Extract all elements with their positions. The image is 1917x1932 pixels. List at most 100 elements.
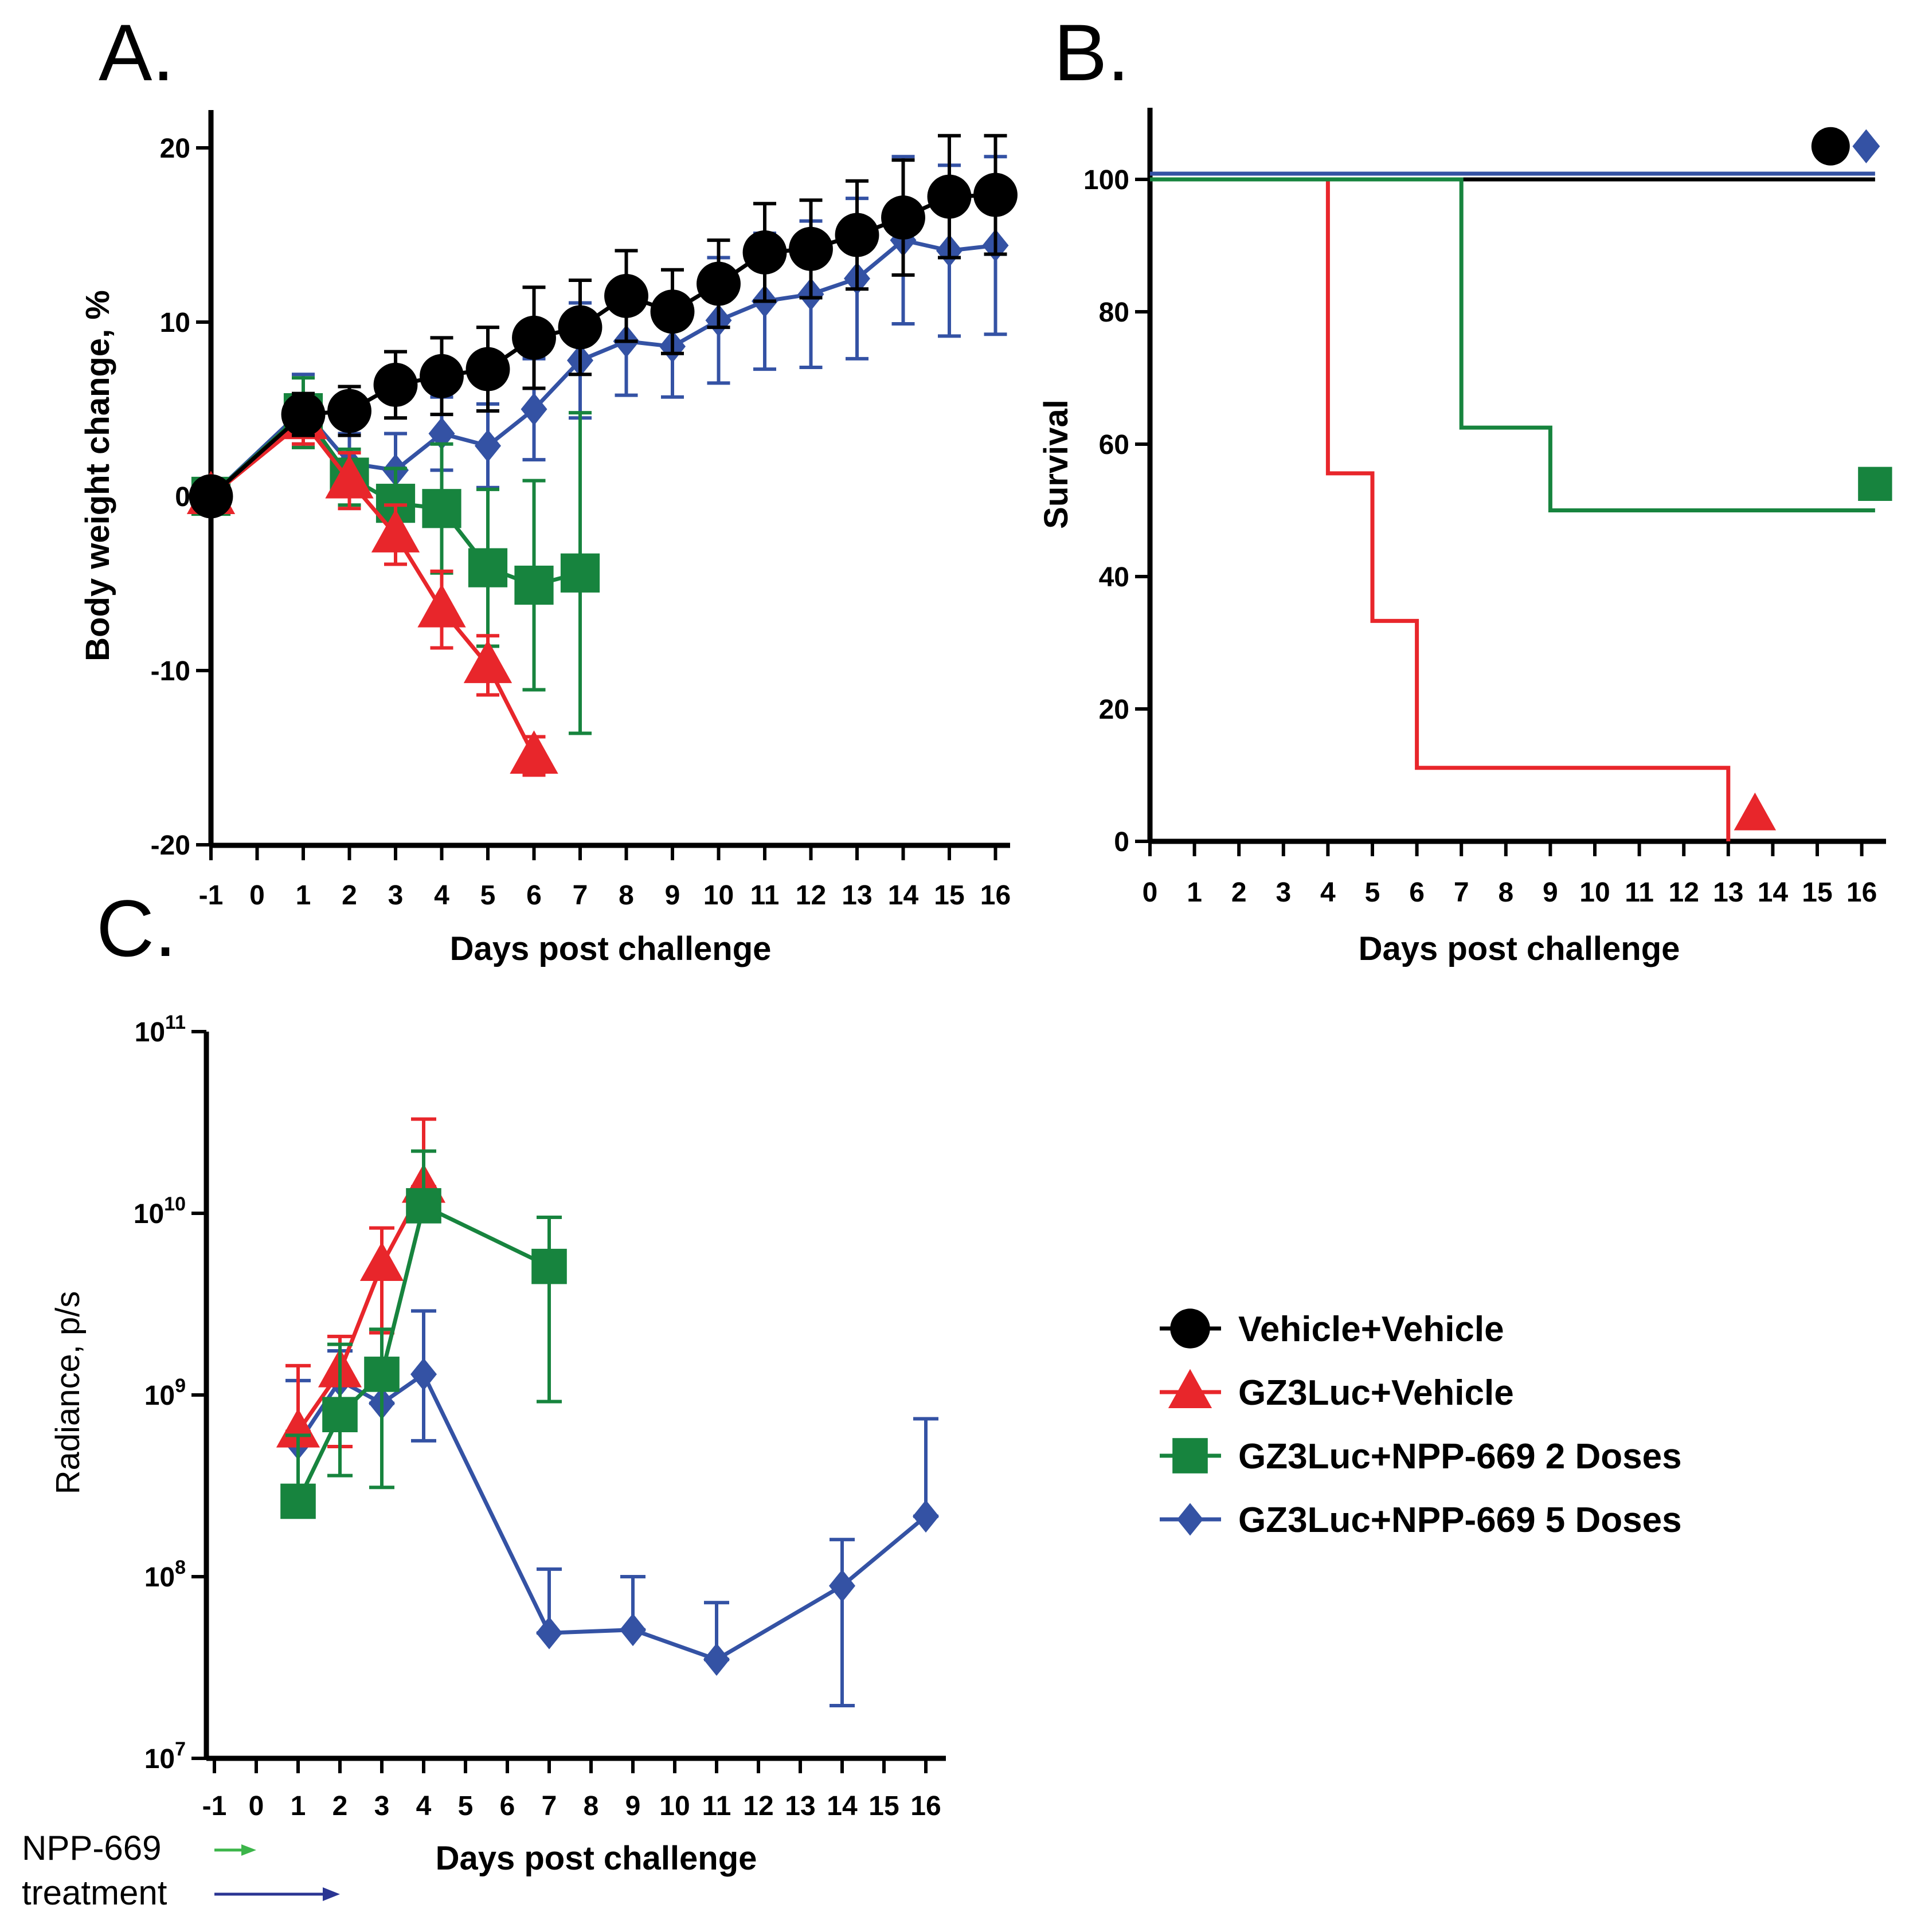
x-tick-label: 0 — [249, 880, 265, 911]
data-point — [829, 1569, 855, 1602]
y-tick-label: 40 — [1099, 562, 1129, 593]
y-tick-label: 1010 — [134, 1193, 186, 1229]
data-point — [322, 1397, 358, 1433]
x-tick-label: 7 — [542, 1791, 557, 1821]
data-point — [327, 389, 371, 433]
x-tick-label: 16 — [980, 880, 1011, 911]
x-tick-label: 0 — [249, 1791, 264, 1821]
data-point — [371, 509, 420, 552]
x-tick-label: 15 — [934, 880, 964, 911]
data-point — [927, 174, 972, 219]
data-point — [835, 213, 879, 257]
x-tick-label: 7 — [573, 880, 588, 911]
data-point — [510, 730, 558, 774]
x-tick-label: 13 — [1713, 877, 1743, 908]
data-point — [417, 583, 466, 628]
series-line — [209, 238, 996, 498]
x-axis-title: Days post challenge — [450, 930, 772, 967]
panel-c-label: C. — [96, 883, 177, 973]
x-tick-label: 1 — [296, 880, 311, 911]
data-point — [189, 474, 233, 519]
y-tick-label: 20 — [160, 134, 190, 164]
panel-b-label: B. — [1054, 7, 1129, 97]
x-tick-label: 14 — [888, 880, 919, 911]
data-point — [558, 305, 603, 350]
x-tick-label: 11 — [702, 1791, 731, 1821]
data-point — [410, 1358, 437, 1391]
x-tick-label: 5 — [458, 1791, 474, 1821]
data-point — [514, 565, 554, 605]
legend-item-gz3luc-npp-669-2-doses: GZ3Luc+NPP-669 2 Doses — [1160, 1437, 1682, 1476]
data-point — [620, 1613, 646, 1647]
data-point — [521, 393, 547, 426]
end-marker — [1852, 129, 1880, 164]
x-tick-label: 14 — [827, 1791, 858, 1821]
data-point — [560, 553, 600, 593]
x-tick-label: 3 — [374, 1791, 390, 1821]
x-tick-label: 13 — [785, 1791, 815, 1821]
y-tick-label: 10 — [160, 308, 190, 338]
arrow-5-doses — [214, 1887, 340, 1901]
series-gz3luc-vehicle — [276, 1117, 446, 1449]
annotation-line1: NPP-669 — [22, 1829, 161, 1867]
y-tick-label: 80 — [1099, 297, 1129, 328]
x-tick-label: 13 — [842, 880, 872, 911]
annotation-line2: treatment — [22, 1874, 167, 1912]
x-tick-label: 15 — [868, 1791, 899, 1821]
data-point — [325, 455, 374, 499]
x-tick-label: 9 — [625, 1791, 641, 1821]
series-line — [296, 1186, 426, 1433]
x-tick-label: 16 — [1846, 877, 1877, 908]
y-tick-label: 0 — [1114, 827, 1129, 857]
x-tick-label: 4 — [416, 1791, 432, 1821]
y-axis-title: Survival — [1038, 399, 1075, 529]
x-axis-title: Days post challenge — [436, 1840, 757, 1877]
x-tick-label: 10 — [703, 880, 734, 911]
data-point — [475, 429, 501, 463]
y-tick-label: -10 — [151, 656, 190, 687]
legend-label: GZ3Luc+NPP-669 2 Doses — [1238, 1437, 1682, 1476]
data-point — [281, 392, 326, 437]
x-tick-label: 8 — [619, 880, 634, 911]
data-point — [536, 1616, 562, 1649]
data-point — [973, 173, 1018, 217]
data-point — [465, 347, 510, 391]
legend-item-vehicle-vehicle: Vehicle+Vehicle — [1160, 1308, 1504, 1349]
arrow-2-doses-head — [241, 1844, 256, 1856]
y-axis-title: Body weight change, % — [79, 290, 116, 661]
x-tick-label: 1 — [291, 1791, 306, 1821]
x-tick-label: 7 — [1454, 877, 1469, 908]
legend-marker — [1168, 1369, 1212, 1408]
x-tick-label: 10 — [659, 1791, 690, 1821]
x-tick-label: 8 — [584, 1791, 599, 1821]
x-tick-label: 12 — [1669, 877, 1699, 908]
data-point — [422, 489, 461, 528]
legend: Vehicle+Vehicle GZ3Luc+Vehicle GZ3Luc+NPP-… — [1160, 1308, 1682, 1540]
data-point — [276, 1408, 320, 1448]
x-tick-label: 12 — [796, 880, 826, 911]
x-tick-label: 1 — [1187, 877, 1202, 908]
end-marker — [1858, 467, 1892, 501]
x-tick-label: 2 — [342, 880, 357, 911]
data-point — [428, 417, 455, 450]
y-tick-label: 20 — [1099, 695, 1129, 725]
legend-label: Vehicle+Vehicle — [1238, 1310, 1504, 1349]
x-tick-label: 14 — [1758, 877, 1789, 908]
y-tick-label: 107 — [144, 1738, 186, 1774]
x-tick-label: 6 — [526, 880, 542, 911]
y-tick-label: 100 — [1083, 165, 1129, 195]
y-tick-label: 1011 — [135, 1012, 186, 1048]
data-point — [512, 315, 556, 360]
y-tick-label: -20 — [151, 830, 190, 861]
x-tick-label: 6 — [1409, 877, 1425, 908]
panel-a-label: A. — [99, 7, 174, 97]
arrow-5-doses-head — [323, 1887, 340, 1901]
data-point — [703, 1643, 730, 1676]
series-gz3luc-npp-669-5-doses — [1150, 129, 1880, 176]
x-tick-label: 9 — [665, 880, 680, 911]
data-point — [650, 289, 695, 334]
